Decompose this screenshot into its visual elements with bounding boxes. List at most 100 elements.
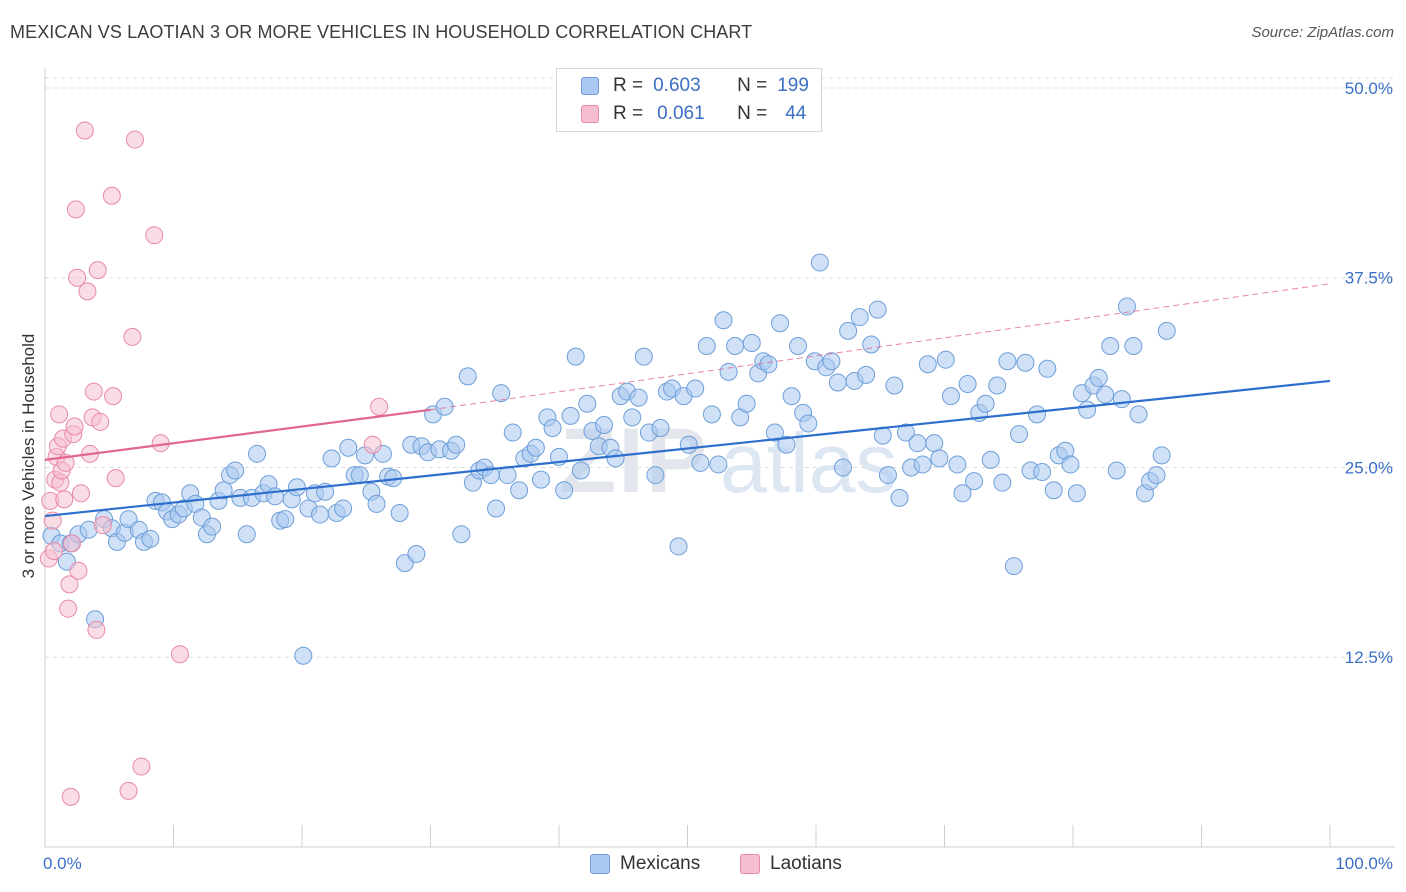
laotians-point xyxy=(106,469,125,488)
mexicans-point xyxy=(988,376,1007,395)
trend-lines xyxy=(44,283,1331,518)
laotians-point xyxy=(59,599,78,618)
x-tick-label: 0.0% xyxy=(43,854,82,873)
grid-lines xyxy=(45,77,1395,658)
legend-r-value: 0.061 xyxy=(657,103,705,124)
legend-n-value: 199 xyxy=(777,75,809,96)
mexicans-point xyxy=(367,494,386,513)
y-axis-label: 3 or more Vehicles in Household xyxy=(19,333,38,579)
laotians-point xyxy=(102,186,121,205)
mexicans-point xyxy=(310,505,329,524)
laotians-point xyxy=(104,387,123,406)
mexicans-point xyxy=(691,453,710,472)
mexicans-point xyxy=(885,376,904,395)
laotians-trend-extension xyxy=(430,283,1331,411)
mexicans-point xyxy=(930,449,949,468)
mexicans-point xyxy=(958,374,977,393)
mexicans-point xyxy=(965,472,984,491)
mexicans-point xyxy=(862,335,881,354)
mexicans-point xyxy=(857,365,876,384)
mexicans-swatch xyxy=(581,77,599,95)
mexicans-point xyxy=(1152,446,1171,465)
mexicans-point xyxy=(629,388,648,407)
chart-source: Source: ZipAtlas.com xyxy=(1251,24,1394,41)
mexicans-point xyxy=(203,517,222,536)
laotians-point xyxy=(61,787,80,806)
laotians-point xyxy=(65,417,84,436)
mexicans-point xyxy=(1028,405,1047,424)
mexicans-point xyxy=(714,311,733,330)
laotians-point xyxy=(71,484,90,503)
mexicans-point xyxy=(646,466,665,485)
laotians-point xyxy=(88,261,107,280)
mexicans-point xyxy=(1038,359,1057,378)
y-tick-label: 25.0% xyxy=(1345,458,1393,477)
laotians-point xyxy=(370,397,389,416)
laotians-point xyxy=(132,757,151,776)
laotians-point xyxy=(50,405,69,424)
mexicans-point xyxy=(777,435,796,454)
mexicans-point xyxy=(287,478,306,497)
mexicans-swatch xyxy=(590,854,610,874)
mexicans-point xyxy=(822,352,841,371)
mexicans-point xyxy=(1147,466,1166,485)
legend-n-value: 44 xyxy=(785,103,807,124)
legend-r-label: R = xyxy=(613,75,644,96)
correlation-legend: R = 0.603 N = 199 R = 0.061 N = 44 xyxy=(556,68,822,132)
mexicans-point xyxy=(526,438,545,457)
laotians-point xyxy=(44,541,63,560)
mexicans-point xyxy=(1089,368,1108,387)
mexicans-point xyxy=(936,350,955,369)
mexicans-point xyxy=(294,646,313,665)
mexicans-points xyxy=(42,253,1176,665)
mexicans-point xyxy=(1067,484,1086,503)
mexicans-point xyxy=(350,466,369,485)
laotians-point xyxy=(170,645,189,664)
mexicans-point xyxy=(510,481,529,500)
laotians-point xyxy=(55,490,74,509)
laotians-point xyxy=(75,121,94,140)
mexicans-point xyxy=(1117,297,1136,316)
axes xyxy=(44,68,1395,848)
mexicans-point xyxy=(1078,400,1097,419)
mexicans-point xyxy=(487,499,506,518)
mexicans-point xyxy=(913,455,932,474)
mexicans-point xyxy=(765,423,784,442)
chart-title: MEXICAN VS LAOTIAN 3 OR MORE VEHICLES IN… xyxy=(10,22,753,42)
laotians-points xyxy=(39,121,389,806)
mexicans-point xyxy=(1061,455,1080,474)
mexicans-point xyxy=(918,355,937,374)
mexicans-point xyxy=(686,379,705,398)
laotians-point xyxy=(78,282,97,301)
laotians-point xyxy=(60,575,79,594)
mexicans-point xyxy=(839,321,858,340)
mexicans-point xyxy=(1157,321,1176,340)
bottom-legend-mexicans: Mexicans xyxy=(590,852,700,876)
laotians-point xyxy=(119,781,138,800)
legend-n-label: N = xyxy=(737,103,768,124)
mexicans-point xyxy=(390,504,409,523)
mexicans-point xyxy=(226,461,245,480)
laotians-point xyxy=(84,382,103,401)
mexicans-point xyxy=(555,481,574,500)
mexicans-point xyxy=(697,337,716,356)
mexicans-point xyxy=(543,419,562,438)
laotians-point xyxy=(123,327,142,346)
mexicans-point xyxy=(492,384,511,403)
legend-row-mexicans: R = 0.603 N = 199 xyxy=(581,73,809,99)
laotians-point xyxy=(93,516,112,535)
mexicans-point xyxy=(1016,353,1035,372)
mexicans-point xyxy=(726,337,745,356)
bottom-legend-label: Mexicans xyxy=(620,853,701,874)
mexicans-point xyxy=(981,450,1000,469)
mexicans-point xyxy=(452,525,471,544)
mexicans-point xyxy=(578,394,597,413)
y-tick-label: 50.0% xyxy=(1345,79,1393,98)
mexicans-point xyxy=(890,488,909,507)
mexicans-point xyxy=(1124,337,1143,356)
laotians-point xyxy=(363,435,382,454)
mexicans-point xyxy=(634,347,653,366)
bottom-legend-label: Laotians xyxy=(770,853,842,874)
mexicans-point xyxy=(1004,557,1023,576)
